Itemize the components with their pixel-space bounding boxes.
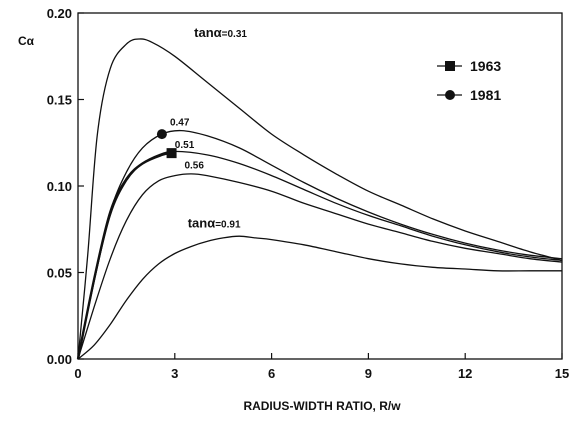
curve-label-value: =0.31 <box>222 29 248 40</box>
curve-label-0: tanα=0.31 <box>194 25 247 40</box>
y-tick-label: 0.20 <box>47 6 72 21</box>
curve-label-3: 0.56 <box>184 161 204 172</box>
legend-1981-circle-icon <box>445 90 455 100</box>
tick-group: 0 3 6 9 12 15 0.00 0.05 0.10 0.15 0.20 <box>47 6 569 381</box>
curve-tan-031 <box>77 38 563 360</box>
x-axis-title: RADIUS-WIDTH RATIO, R/w <box>243 399 401 413</box>
y-axis-title: Cα <box>18 34 35 48</box>
curve-group <box>76 38 563 360</box>
legend-1963-square-icon <box>445 61 455 71</box>
y-tick-label: 0.00 <box>47 352 72 367</box>
curve-label-2: 0.51 <box>175 140 195 151</box>
curve-047 <box>77 129 563 360</box>
legend-1981-label: 1981 <box>470 87 501 103</box>
y-tick-label: 0.05 <box>47 266 72 281</box>
marker-1981-circle-icon <box>156 129 167 140</box>
curve-051 <box>77 150 563 360</box>
x-tick-label: 3 <box>171 366 178 381</box>
curve-label-value: 0.47 <box>170 117 190 128</box>
curve-label-value: 0.51 <box>175 140 195 151</box>
curve-label-value: =0.91 <box>215 220 241 231</box>
x-tick-label: 9 <box>365 366 372 381</box>
marker-group <box>156 129 177 159</box>
y-tick-label: 0.10 <box>47 179 72 194</box>
marker-1963-square-icon <box>166 148 177 159</box>
curve-label-1: 0.47 <box>170 117 190 128</box>
legend-1963-label: 1963 <box>470 58 501 74</box>
y-tick-label: 0.15 <box>47 93 72 108</box>
x-tick-label: 6 <box>268 366 275 381</box>
curve-label-value: 0.56 <box>184 161 204 172</box>
x-tick-label: 12 <box>458 366 472 381</box>
legend: 1963 1981 <box>437 58 501 103</box>
curve-tan-091 <box>77 235 562 360</box>
x-tick-label: 0 <box>74 366 81 381</box>
x-tick-label: 15 <box>555 366 569 381</box>
curve-label-main: tanα <box>188 216 216 231</box>
emphasis-segment <box>76 151 172 360</box>
curve-label-4: tanα=0.91 <box>188 216 241 231</box>
curve-label-main: tanα <box>194 25 222 40</box>
curve-056 <box>77 173 563 360</box>
